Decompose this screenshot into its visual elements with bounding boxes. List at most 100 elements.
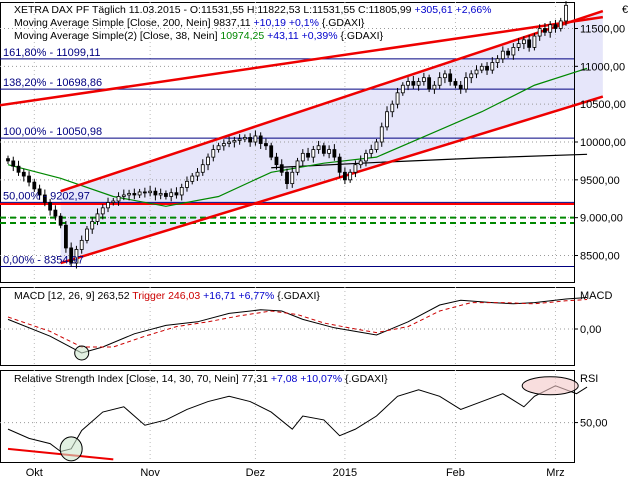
candle-body <box>216 145 221 150</box>
rsi-header-segment: {.GDAXI} <box>342 373 388 385</box>
trend-channel-area <box>60 11 603 264</box>
x-tick-label: Mrz <box>546 467 564 479</box>
candle-body <box>11 160 16 167</box>
candle-body <box>158 193 163 196</box>
fibonacci-label: 138,20% - 10698,86 <box>3 77 102 89</box>
x-tick-label: 2015 <box>333 467 357 479</box>
candle-body <box>79 239 84 250</box>
candle-body <box>369 149 374 154</box>
candle-body <box>127 193 131 196</box>
header-line-1-segment: XETRA DAX PF Täglich 11.03.2015 - O:1153… <box>14 4 414 16</box>
trend-line-long <box>0 15 604 107</box>
header-line-2-segment: Moving Average Simple [Close, 200, Nein]… <box>14 17 254 29</box>
candle-body <box>211 149 216 158</box>
candle-body <box>169 192 174 197</box>
candle-body <box>411 81 416 86</box>
candle-body <box>358 160 363 166</box>
candle-body <box>337 156 342 173</box>
x-tick-label: Dez <box>246 467 266 479</box>
candle-body <box>406 81 410 86</box>
rsi-highlight-circle <box>59 436 83 462</box>
candle-body <box>343 171 347 181</box>
x-tick-label: Nov <box>140 467 160 479</box>
candle-body <box>137 191 142 196</box>
candle-body <box>227 141 231 144</box>
candle-body <box>432 84 437 90</box>
y-tick-label: 10000,00 <box>580 137 626 149</box>
candle-body <box>132 193 137 196</box>
candle-body <box>269 145 274 158</box>
candle-body <box>258 135 263 144</box>
rsi-overbought-ellipse <box>521 376 579 396</box>
candle-body <box>421 77 426 82</box>
header-line-2: Moving Average Simple [Close, 200, Nein]… <box>14 17 365 29</box>
candle-body <box>543 28 547 33</box>
fibonacci-label: 161,80% - 11099,11 <box>3 47 100 59</box>
rsi-line <box>7 385 588 453</box>
candle-body <box>148 190 153 194</box>
candle-body <box>248 137 253 143</box>
candle-body <box>53 209 58 217</box>
candle-body <box>179 187 184 196</box>
fibonacci-label: 100,00% - 10050,98 <box>3 126 102 138</box>
candle-body <box>64 224 68 249</box>
candle-body <box>253 135 258 143</box>
candle-body <box>485 65 489 71</box>
candle-body <box>448 73 453 82</box>
candle-body <box>300 152 305 162</box>
header-line-3-segment: Moving Average Simple(2) [Close, 38, Nei… <box>14 30 220 42</box>
candle-body <box>32 181 37 190</box>
y-tick-label: 9500,00 <box>580 175 620 187</box>
candle-body <box>69 247 74 264</box>
candle-body <box>106 202 110 209</box>
macd-trigger-line <box>7 298 588 348</box>
candle-body <box>490 62 495 71</box>
candle-body <box>121 194 126 197</box>
header-line-3-segment: +43,11 +0,39% <box>267 30 337 42</box>
candle-body <box>516 43 521 48</box>
candle-body <box>548 24 553 33</box>
macd-header-segment: {.GDAXI} <box>274 290 320 302</box>
header-line-2-segment: {.GDAXI} <box>319 17 365 29</box>
x-tick-label: Okt <box>26 467 43 479</box>
candle-body <box>348 171 353 181</box>
candle-body <box>116 196 121 202</box>
candle-body <box>332 149 337 158</box>
candle-body <box>458 84 463 90</box>
candle-body <box>174 192 179 196</box>
macd-header-segment: +16,71 +6,77% <box>203 290 274 302</box>
candle-body <box>274 156 279 166</box>
candle-body <box>321 145 326 154</box>
y-tick-label: 10500,00 <box>580 99 626 111</box>
candle-body <box>58 215 63 226</box>
rsi-axis-title: RSI <box>580 373 598 385</box>
fibonacci-label: 50,00% - 9202,97 <box>3 190 90 202</box>
candle-body <box>390 103 395 113</box>
candle-body <box>558 20 563 29</box>
macd-header: MACD [12, 26, 9] 263,52 Trigger 246,03 +… <box>14 290 320 302</box>
candle-body <box>316 145 321 150</box>
candle-body <box>264 143 268 147</box>
y-tick-label: 9.000,00 <box>580 213 623 225</box>
macd-axis-title: MACD <box>580 290 612 302</box>
macd-line <box>7 296 588 354</box>
candle-body <box>285 171 289 185</box>
fibonacci-label: 0,00% - 8354,97 <box>3 254 84 266</box>
candle-body <box>279 164 284 173</box>
candle-body <box>200 164 205 173</box>
candle-body <box>464 77 468 90</box>
candle-body <box>242 137 247 140</box>
candle-body <box>306 152 310 158</box>
candle-body <box>400 84 405 94</box>
rsi-trend-line <box>7 447 114 461</box>
candle-body <box>416 81 421 86</box>
candle-body <box>111 200 116 203</box>
candle-body <box>385 111 389 128</box>
candle-body <box>564 4 568 22</box>
y-tick-label: 8500,00 <box>580 251 620 263</box>
macd-highlight-circle <box>74 345 90 361</box>
candle-body <box>185 180 189 188</box>
candle-body <box>37 188 42 196</box>
